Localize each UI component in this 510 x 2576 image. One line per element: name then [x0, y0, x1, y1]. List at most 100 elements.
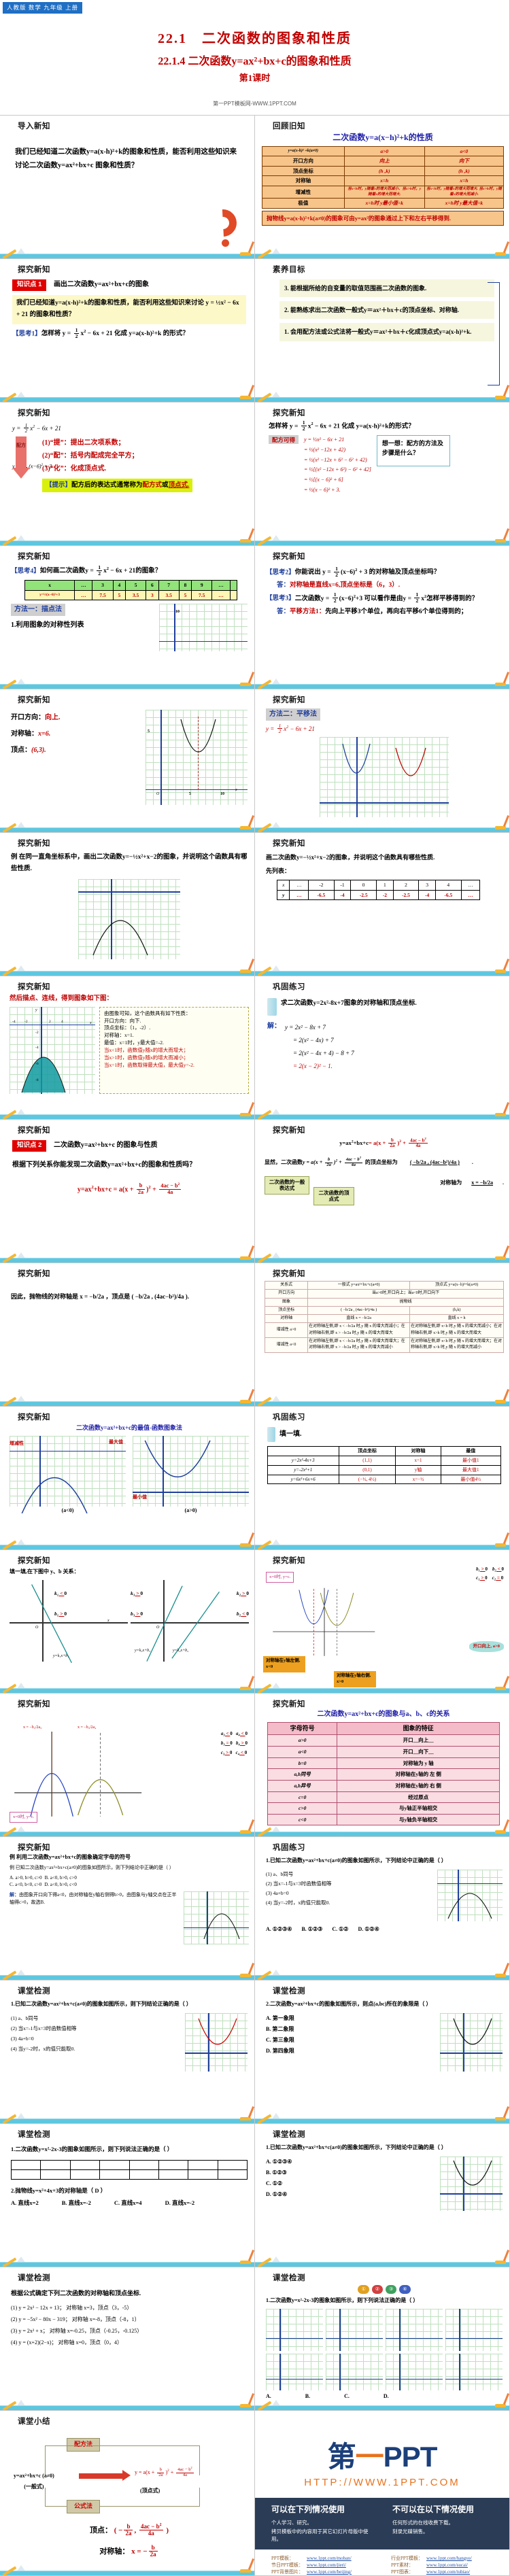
kp2-formula: y=ax2+bx+c = a(x + b 2a)2 + 4ac − b2 4a	[77, 1182, 182, 1195]
ans-text: 由图象开口向下得a<0，由对称轴在y轴右侧得b>0，由图象与y轴交点在正半轴得c…	[10, 1892, 177, 1906]
slide-graph-properties[interactable]: 探究新知 开口方向：向上. 对称轴：x=6. 顶点：(6,3). 5 O 5 1…	[0, 689, 255, 833]
prop-vertex-label: 顶点：	[11, 746, 31, 754]
slide-example-sign[interactable]: 探究新知 例 利用二次函数y=ax²+bx+c的图象确定字母的符号 例 已知二次…	[0, 1837, 255, 1980]
slide-label: 探究新知	[18, 266, 50, 274]
slide-label: 课堂检测	[18, 2131, 50, 2139]
slide-practice-1[interactable]: 巩固练习 求二次函数y=2x²-8x+7图象的对称轴和顶点坐标. 解： y = …	[255, 976, 510, 1120]
slide-example-table[interactable]: 探究新知 画二次函数y=−½x²+x−2的图象，并说明这个函数具有哪些性质. 先…	[255, 833, 510, 976]
a-negative: (a<0)	[61, 1507, 74, 1513]
parabola-graph-up: 5 O 5 10 x	[146, 710, 248, 805]
summary-vertex: ( − b 2a, 4ac − b2 4a )	[114, 2523, 169, 2537]
slide-label: 探究新知	[18, 983, 50, 991]
method2-expr: y = 1 2 x2 − 6x + 21	[266, 722, 315, 734]
prop-axis-label: 对称轴：	[11, 730, 38, 738]
summary-axis: x = − b 2a	[131, 2544, 158, 2558]
slide-check-4[interactable]: 课堂检测 1.已知二次函数y=ax²+bx+c(a≠0)的图象如图所示，下列结论…	[255, 2124, 510, 2267]
slide-think4[interactable]: 探究新知 【思考4】如何画二次函数y = 1 2 x2 − 6x + 21的图象？ …	[0, 546, 255, 689]
slide-example-down[interactable]: 探究新知 例 在同一直角坐标系中，画出二次函数y=−½x²+x−2的图象，并说明…	[0, 833, 255, 976]
check2-question: 1.已知二次函数y=ax²+bx+c(a≠0)的图象如图所示，下列结论中正确的是…	[266, 1857, 447, 1864]
slide-method2[interactable]: 探究新知 方法二：平移法 y = 1 2 x2 − 6x + 21	[255, 689, 510, 833]
kp2b-formula: y=ax2+bx+c= a(x + b 2a)2 + 4ac − b2 4a	[339, 1137, 428, 1149]
think3-label: 【思考3】	[266, 595, 295, 602]
slide-completing-square[interactable]: 探究新知 y = 1 2 x2 − 6x + 21 配方 (1)“提”：提出二次项系…	[0, 402, 255, 546]
solve-label: 先列表：	[266, 868, 291, 875]
answer2: 对称轴是直线x=6,顶点坐标是（6，3）.	[290, 582, 401, 589]
k2-sign: k₂ > 0	[236, 1590, 249, 1597]
slide-practice-choice[interactable]: 巩固练习 1.已知二次函数y=ax²+bx+c(a≠0)的图象如图所示，下列结论…	[255, 1837, 510, 1980]
goal-3: 3. 能根据所给的自变量的取值范围画二次函数的图象.	[279, 279, 494, 298]
answer3: 先向上平移3个单位，再向右平移6个单位得到的；	[325, 608, 468, 615]
knowledge-point-badge: 知识点 1	[12, 279, 47, 291]
minmax-left-label: 增减性	[10, 1440, 24, 1446]
answer2-label: 答：	[277, 582, 290, 589]
slide-abc-relation[interactable]: 探究新知 二次函数y=ax²+bx+c的图象与a、b、c的关系 字母符号 图象的特…	[255, 1694, 510, 1837]
check-formula-lead: 根据公式确定下列二次函数的对称轴和顶点坐标.	[11, 2290, 141, 2297]
k3-sign: k₃ > 0	[131, 1590, 143, 1597]
check3-q2: 2.抛物线y=x²+4x+3的对称轴是（ D ）	[11, 2186, 107, 2194]
slide-label: 导入新知	[18, 122, 50, 131]
check5-question: 1.已知二次函数y=ax²+bx+c(a≠0)的图象如图所示，下列结论中正确的是…	[266, 2144, 447, 2150]
slide-cover[interactable]: 人教版 数学 九年级 上册 22.1 二次函数的图象和性质 22.1.4 二次函…	[0, 0, 510, 116]
slide-intro[interactable]: 导入新知 我们已经知道二次函数y=a(x-h)²+k的图象和性质，能否利用这些知…	[0, 116, 255, 259]
slide-minmax[interactable]: 探究新知 二次函数y=ax²+bx+c的最值-函数图象法 增减性 最大值 (a<…	[0, 1407, 255, 1550]
kp2b-axis: x = −b/2a	[471, 1179, 493, 1186]
completing-square-arrow: 配方	[12, 436, 30, 492]
abc-title: 二次函数y=ax²+bx+c的图象与a、b、c的关系	[317, 1711, 450, 1718]
comparison-table: 关系式 一般式 y=ax²+bx+c(a≠0) 顶点式 y=a(x−h)²+k(a≠…	[264, 1280, 504, 1353]
slide-line-signs[interactable]: 探究新知 填一填,在下图中 y、b 关系： k₁ < 0 b₁ > 0 O x …	[0, 1550, 255, 1694]
intro-text: 我们已经知道二次函数y=a(x-h)²+k的图象和性质，能否利用这些知识来讨论二…	[15, 148, 237, 169]
slide-label: 探究新知	[18, 409, 50, 417]
slide-parabola-signs[interactable]: 探究新知 b₁ > 0 b₂ < 0 c₁ > 0 c₂ = 0 x=0时, y…	[255, 1550, 510, 1694]
slide-review[interactable]: 回顾旧知 二次函数y=a(x−h)²+k的性质 y=a(x-h)² +k(a≠0…	[255, 116, 510, 259]
slide-check-graphs[interactable]: 课堂检测 ① ② ③ ④ 1.二次函数y=x²-2x-3的图象如图所示，则下列说…	[255, 2267, 510, 2411]
tag-axis-right: 对称轴在y轴右侧, x>0	[334, 1671, 376, 1687]
tag-opens-up: 开口向上, a>0	[469, 1641, 504, 1652]
slide-kp2-derive[interactable]: 探究新知 y=ax2+bx+c= a(x + b 2a)2 + 4ac − b2 4…	[255, 1120, 510, 1263]
abc-table: 字母符号 图象的特征 a>0 开口__向上__ a<0 开口__向下__ b=0 对称轴…	[267, 1721, 500, 1826]
slide-label: 巩固练习	[273, 1413, 305, 1422]
slide-summary[interactable]: 课堂小结 配方法 y=ax²+bx+c (a≠0) (一般式) y = a(x …	[0, 2411, 255, 2576]
slide-summary-table[interactable]: 探究新知 关系式 一般式 y=ax²+bx+c(a≠0) 顶点式 y=a(x−h)²…	[255, 1263, 510, 1407]
slide-think2-3[interactable]: 探究新知 【思考2】你能说出 y = 1 2 (x−6)2 + 3 的对称轴及顶点坐…	[255, 546, 510, 689]
goal-2: 2. 能熟练求出二次函数一般式y＝ax²＋bx＋c的顶点坐标、对称轴.	[279, 301, 494, 320]
slide-parabola-signs-2[interactable]: 探究新知 a₃ < 0 a₄ < 0 b₃ = 0 b₄ > 0 c₃ > 0 …	[0, 1694, 255, 1837]
slide-goals[interactable]: 素养目标 3. 能根据所给的自变量的取值范围画二次函数的图象. 2. 能熟练求出…	[255, 259, 510, 402]
watermark: 第一PPT模板网-WWW.1PPT.COM	[213, 101, 296, 107]
think1-label: 【思考1】	[12, 330, 41, 338]
can-use-title: 可以在下列情况使用	[271, 2505, 345, 2514]
think2-label: 【思考2】	[266, 569, 295, 577]
example-lead: 例 在同一直角坐标系中，画出二次函数y=−½x²+x−2的图象，并说明这个函数具…	[11, 854, 248, 873]
slide-check-3[interactable]: 课堂检测 1.二次函数y=x²-2x-3的图象如图所示，则下列说法正确的是（ ）…	[0, 2124, 255, 2267]
resource-links[interactable]: PPT模板： www.1ppt.com/moban/ 节日PPT模板： www.1p…	[271, 2556, 472, 2575]
slide-kp1[interactable]: 探究新知 知识点 1 画出二次函数y=ax²+bx+c的图象 我们已经知道y=a…	[0, 259, 255, 402]
slide-footer-branding[interactable]: 第一PPT HTTP://WWW.1PPT.COM 可以在下列情况使用 个人学习…	[255, 2411, 510, 2576]
slide-plot-connect[interactable]: 探究新知 然后描点、连线，得到图象如下图： -4 -2 2 4	[0, 976, 255, 1120]
summary-left-expr: y=ax²+bx+c (a≠0)	[14, 2473, 54, 2479]
slide-label: 探究新知	[273, 1700, 305, 1708]
slide-practice-fill[interactable]: 巩固练习 填一填. 顶点坐标 对称轴 最值 y=2x²-4x+3 (1,1) x=1 最…	[255, 1407, 510, 1550]
think4-label: 【思考4】	[11, 568, 40, 575]
slide-check-formula[interactable]: 课堂检测 根据公式确定下列二次函数的对称轴和顶点坐标. (1) y = 2x² …	[0, 2267, 255, 2411]
slide-label: 探究新知	[18, 1557, 50, 1565]
slide-label: 课堂检测	[18, 1987, 50, 1995]
check5-graph	[440, 2156, 503, 2211]
kp1-title: 画出二次函数y=ax²+bx+c的图象	[53, 281, 150, 288]
method-1-step1: 1.利用图象的对称性列表	[11, 621, 84, 629]
slide-check-1[interactable]: 课堂检测 1.已知二次函数y=ax²+bx+c(a≠0)的图象如图所示，则下列结…	[0, 1980, 255, 2124]
example-sign-lead: 例 利用二次函数y=ax²+bx+c的图象确定字母的符号	[10, 1854, 131, 1860]
cannot-use-title: 不可以在以下情况使用	[392, 2505, 475, 2514]
summary-right-expr: y = a(x + b 2a)2 + 4ac − b2 4a	[135, 2466, 194, 2477]
example-graph	[184, 1891, 249, 1945]
slide-kp2-conclusion[interactable]: 探究新知 因此，抛物线的对称轴是 x = −b/2a ，顶点是 ( −b/2a …	[0, 1263, 255, 1407]
slide-kp2[interactable]: 探究新知 知识点 2 二次函数y=ax²+bx+c 的图象与性质 根据下列关系你…	[0, 1120, 255, 1263]
check2-graph	[437, 1869, 503, 1921]
knowledge-point-badge: 知识点 2	[12, 1140, 47, 1152]
pf2-lines: y = ½x² − 6x + 21 = ½(x² −12x + 42) = ½(…	[304, 436, 371, 493]
slide-completing-square-work[interactable]: 探究新知 怎样将 y = 1 2 x2 − 6x + 21 化成 y=a(x-h)²…	[255, 402, 510, 546]
kp2-question: 根据下列关系你能发现二次函数y=ax²+bx+c的图象和性质吗？	[12, 1161, 197, 1169]
step-2: (2)“配”：括号内配成完全平方；	[42, 452, 139, 460]
check3-table	[10, 2160, 248, 2180]
slide-check-2[interactable]: 课堂检测 2.二次函数y=ax²+bx+c的图象如图所示，则点(a,bc)所在的…	[255, 1980, 510, 2124]
